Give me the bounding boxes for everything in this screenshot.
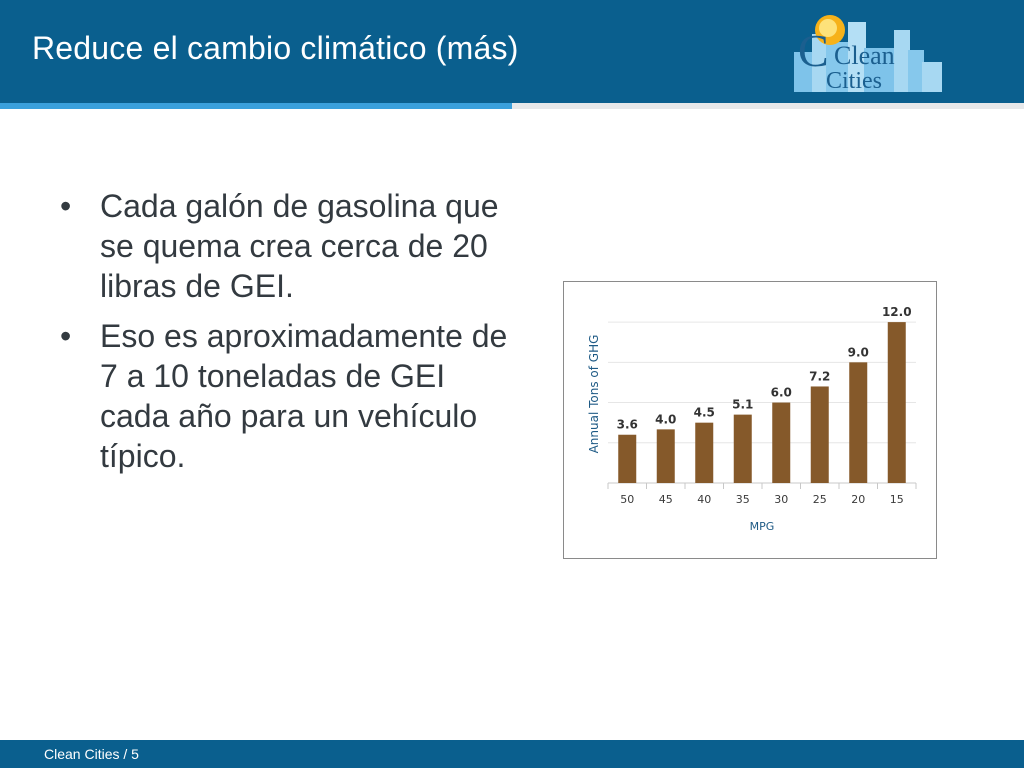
x-tick-label: 50 (620, 493, 634, 506)
logo-word-clean: Clean (834, 41, 895, 70)
bar-value-label: 7.2 (809, 369, 830, 383)
bar-value-label: 4.5 (694, 406, 715, 420)
x-tick-label: 40 (697, 493, 711, 506)
header-divider (512, 103, 1024, 109)
x-tick-label: 25 (813, 493, 827, 506)
x-tick-label: 30 (774, 493, 788, 506)
x-tick-label: 35 (736, 493, 750, 506)
bar (695, 422, 714, 483)
x-tick-label: 15 (890, 493, 904, 506)
bar (618, 434, 637, 483)
svg-text:C: C (798, 25, 829, 76)
y-axis-label: Annual Tons of GHG (587, 335, 601, 454)
ghg-bar-chart: 3.6 50 4.0 45 4.5 40 5.1 35 6.0 30 7.2 25 9.0 20 12.0 1… (587, 305, 917, 533)
bar (772, 402, 791, 483)
x-axis-label: MPG (750, 520, 775, 533)
bar (849, 362, 868, 483)
footer-text: Clean Cities / 5 (44, 746, 139, 762)
bullet-text: Eso es aproximadamente de 7 a 10 tonelad… (100, 318, 508, 474)
footer-bar: Clean Cities / 5 (0, 740, 1024, 768)
header-accent-line (0, 103, 512, 109)
x-tick-label: 20 (851, 493, 865, 506)
bar (887, 322, 906, 483)
bullet-marker: • (60, 188, 72, 224)
bar-value-label: 6.0 (771, 386, 792, 400)
bar-value-label: 9.0 (848, 345, 869, 359)
bullet-item: • Eso es aproximadamente de 7 a 10 tonel… (60, 316, 510, 476)
chart-frame: 3.6 50 4.0 45 4.5 40 5.1 35 6.0 30 7.2 25 9.0 20 12.0 1… (563, 281, 937, 559)
bar-value-label: 12.0 (882, 305, 912, 319)
bullet-list: • Cada galón de gasolina que se quema cr… (60, 186, 510, 486)
bar (656, 429, 675, 483)
bullet-item: • Cada galón de gasolina que se quema cr… (60, 186, 510, 306)
bar-value-label: 5.1 (732, 398, 753, 412)
x-tick-label: 45 (659, 493, 673, 506)
bullet-marker: • (60, 318, 72, 354)
bar-value-label: 3.6 (617, 418, 638, 432)
slide-title: Reduce el cambio climático (más) (32, 30, 519, 66)
bar-value-label: 4.0 (655, 412, 676, 426)
bullet-text: Cada galón de gasolina que se quema crea… (100, 188, 499, 304)
bar (810, 386, 829, 483)
bar (733, 414, 752, 483)
logo-word-cities: Cities (826, 68, 882, 94)
clean-cities-logo: C Clean Cities (794, 15, 942, 94)
